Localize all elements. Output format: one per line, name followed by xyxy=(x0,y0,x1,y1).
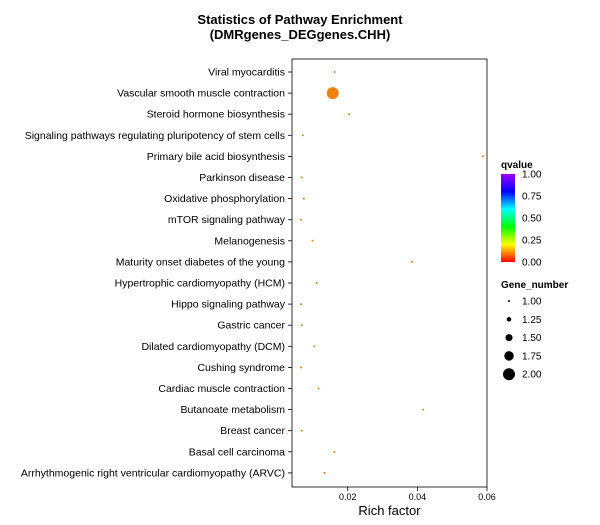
data-point xyxy=(300,176,303,179)
y-tick-label: Parkinson disease xyxy=(199,172,285,184)
legend-size-label: 1.75 xyxy=(522,351,542,362)
legend-size-label: 1.50 xyxy=(522,333,542,344)
y-tick-label: Basal cell carcinoma xyxy=(189,446,285,458)
y-tick-label: Vascular smooth muscle contraction xyxy=(117,88,285,100)
x-tick-label: 0.02 xyxy=(339,492,357,502)
plot-panel xyxy=(291,58,488,488)
chart-subtitle: (DMRgenes_DEGgenes.CHH) xyxy=(209,27,391,42)
legend-gene-number: Gene_number 1.00 1.25 1.50 1.75 2.00 xyxy=(501,280,568,381)
data-point xyxy=(300,218,303,221)
legend-qvalue-tick: 0.25 xyxy=(522,236,542,247)
x-tick-label: 0.06 xyxy=(478,492,496,502)
data-point xyxy=(300,303,303,306)
x-axis-label: Rich factor xyxy=(358,503,421,518)
x-axis: 0.02 0.04 0.06 xyxy=(339,487,496,502)
legend-size-label: 1.25 xyxy=(522,315,542,326)
legend-size-label: 2.00 xyxy=(522,370,542,381)
chart-title: Statistics of Pathway Enrichment xyxy=(197,12,403,27)
legend-size-dot xyxy=(505,334,513,342)
data-point xyxy=(300,366,303,369)
legend-size-dot xyxy=(503,368,515,381)
y-tick-label: Cushing syndrome xyxy=(197,362,285,374)
legend-size-dot xyxy=(506,317,512,322)
y-tick-label: Oxidative phosphorylation xyxy=(164,193,285,205)
y-tick-label: Steroid hormone biosynthesis xyxy=(147,109,285,121)
y-tick-label: Gastric cancer xyxy=(217,320,285,332)
y-tick-label: Melanogenesis xyxy=(214,235,285,247)
y-tick-label: Hypertrophic cardiomyopathy (HCM) xyxy=(115,278,285,290)
data-point xyxy=(411,260,414,263)
x-tick-label: 0.04 xyxy=(409,492,427,502)
data-point xyxy=(300,429,303,432)
data-point xyxy=(311,239,314,242)
y-tick-label: Primary bile acid biosynthesis xyxy=(147,151,285,163)
data-point xyxy=(348,113,351,116)
legend-qvalue-tick: 0.00 xyxy=(522,258,542,269)
data-point xyxy=(302,197,305,200)
y-tick-label: Arrhythmogenic right ventricular cardiom… xyxy=(21,467,285,479)
legend-qvalue-tick: 0.50 xyxy=(522,214,542,225)
y-tick-label: Dilated cardiomyopathy (DCM) xyxy=(141,341,285,353)
data-point xyxy=(333,71,336,73)
legend-colorbar xyxy=(501,174,515,262)
legend-size-label: 1.00 xyxy=(522,297,542,308)
legend-qvalue-tick: 0.75 xyxy=(522,192,542,203)
data-point xyxy=(481,155,484,158)
y-tick-label: Breast cancer xyxy=(220,425,285,437)
data-point xyxy=(317,387,320,390)
data-point xyxy=(315,282,318,284)
legend-qvalue-title: qvalue xyxy=(501,160,533,171)
y-tick-label: Maturity onset diabetes of the young xyxy=(116,256,285,268)
legend-size-dot xyxy=(504,351,514,361)
y-tick-label: Viral myocarditis xyxy=(208,67,285,79)
legend-size-dot xyxy=(508,300,510,302)
legend-qvalue-tick: 1.00 xyxy=(522,170,542,181)
data-point xyxy=(323,471,326,474)
y-tick-label: Signaling pathways regulating pluripoten… xyxy=(25,130,285,142)
y-tick-label: mTOR signaling pathway xyxy=(168,214,286,226)
data-point xyxy=(313,345,316,348)
y-tick-label: Hippo signaling pathway xyxy=(171,299,286,311)
y-tick-label: Butanoate metabolism xyxy=(181,404,286,416)
legend-qvalue: qvalue 1.00 0.75 0.50 0.25 0.00 xyxy=(501,160,542,269)
data-point xyxy=(333,450,336,453)
data-points xyxy=(300,71,484,474)
data-point xyxy=(301,134,304,137)
data-point xyxy=(326,87,339,100)
data-point xyxy=(300,324,303,327)
data-point xyxy=(422,408,425,411)
legend-gene-number-title: Gene_number xyxy=(501,280,568,291)
y-tick-label: Cardiac muscle contraction xyxy=(158,383,285,395)
y-axis: Viral myocarditis Vascular smooth muscle … xyxy=(21,67,292,479)
